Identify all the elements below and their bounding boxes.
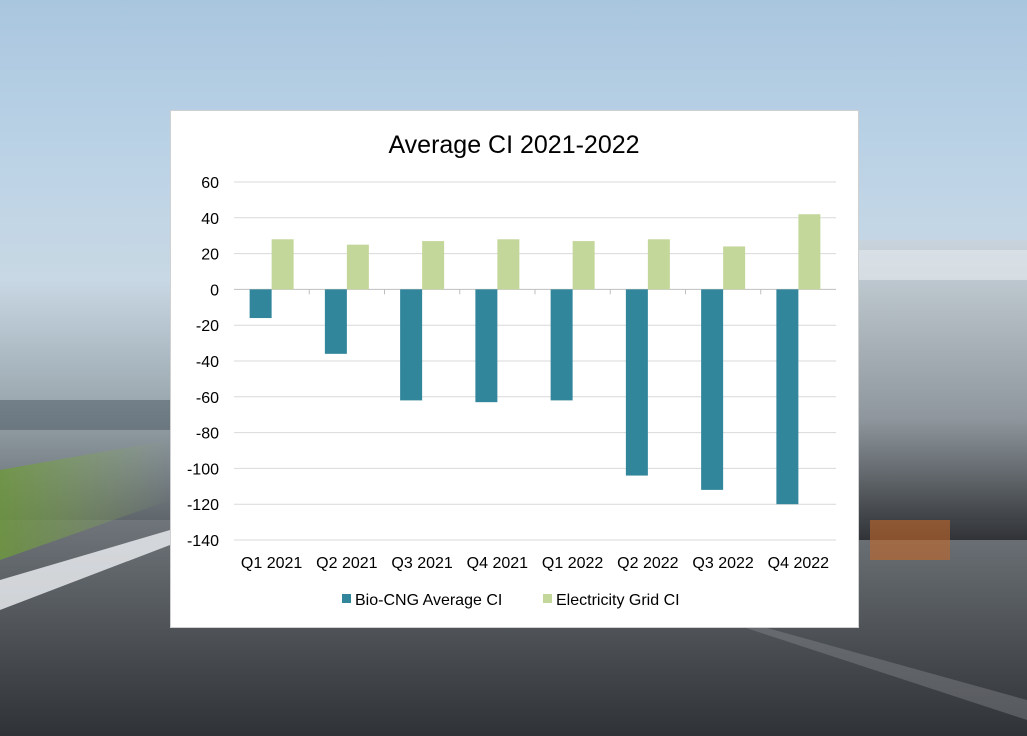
- electricity-grid-bar-5: [572, 241, 595, 290]
- bio-cng-bar-7: [701, 289, 724, 490]
- y-tick-label: 40: [201, 211, 219, 228]
- bio-cng-bar-8: [776, 289, 799, 505]
- bio-cng-bar-2: [324, 289, 347, 354]
- electricity-grid-bar-8: [798, 214, 821, 290]
- electricity-grid-bar-2: [346, 244, 369, 290]
- electricity-grid-bar-6: [647, 239, 670, 290]
- bar-chart: Average CI 2021-2022 60 40 20 0 -20 -40 -60 -80…: [187, 131, 836, 609]
- bio-cng-bar-1: [249, 289, 272, 319]
- y-tick-label: -140: [187, 533, 219, 550]
- electricity-grid-bar-1: [271, 239, 294, 290]
- x-tick-label: Q4 2022: [768, 555, 829, 572]
- y-tick-label: -40: [196, 354, 219, 371]
- x-tick-label: Q4 2021: [467, 555, 528, 572]
- legend-electricity-grid-swatch: [543, 594, 552, 603]
- x-tick-label: Q3 2022: [692, 555, 753, 572]
- chart-title: Average CI 2021-2022: [388, 131, 639, 159]
- x-tick-label: Q3 2021: [391, 555, 452, 572]
- y-tick-label: -60: [196, 390, 219, 407]
- y-tick-label: -80: [196, 426, 219, 443]
- y-tick-label: 0: [210, 282, 219, 299]
- bio-cng-bar-5: [550, 289, 573, 401]
- electricity-grid-bar-7: [723, 246, 746, 290]
- chart-panel: Average CI 2021-2022 60 40 20 0 -20 -40 -60 -80…: [170, 110, 859, 628]
- electricity-grid-bar-3: [422, 241, 445, 290]
- y-tick-label: -100: [187, 461, 219, 478]
- x-tick-label: Q2 2022: [617, 555, 678, 572]
- legend-bio-cng-swatch: [342, 594, 351, 603]
- y-tick-label: 20: [201, 247, 219, 264]
- electricity-grid-bar-4: [497, 239, 520, 290]
- x-tick-label: Q1 2022: [542, 555, 603, 572]
- bio-cng-bar-4: [475, 289, 498, 403]
- y-tick-label: 60: [201, 175, 219, 192]
- y-tick-label: -120: [187, 497, 219, 514]
- legend-electricity-grid-label: Electricity Grid CI: [556, 592, 680, 609]
- legend-bio-cng-label: Bio-CNG Average CI: [355, 592, 502, 609]
- y-tick-label: -20: [196, 318, 219, 335]
- bio-cng-bar-3: [400, 289, 423, 401]
- x-tick-label: Q1 2021: [241, 555, 302, 572]
- bio-cng-bar-6: [625, 289, 648, 476]
- x-tick-label: Q2 2021: [316, 555, 377, 572]
